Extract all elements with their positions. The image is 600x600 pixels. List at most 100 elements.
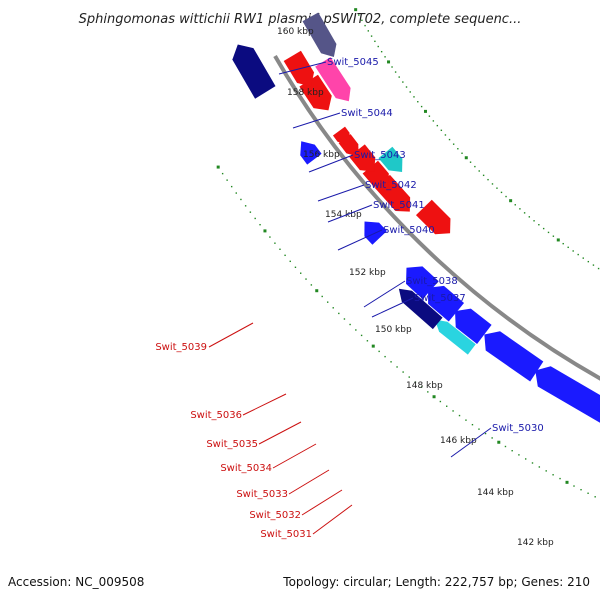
gene-forward[interactable] — [434, 319, 476, 355]
gene-reverse[interactable] — [415, 199, 451, 235]
gene-label-forward[interactable]: Swit_5038 — [406, 276, 458, 287]
label-leader-lines — [208, 61, 492, 535]
leader-line — [327, 204, 373, 223]
scale-tick — [572, 250, 574, 252]
gene-forward[interactable] — [484, 331, 544, 382]
scale-tick — [240, 198, 242, 201]
gene-label-forward[interactable]: Swit_5043 — [354, 150, 406, 161]
gene-label-reverse[interactable]: Swit_5035 — [206, 439, 258, 450]
scale-tick — [300, 272, 302, 274]
scale-tick — [500, 191, 503, 194]
leader-line — [371, 297, 414, 318]
scale-tick — [471, 423, 474, 426]
scale-tick — [444, 134, 447, 136]
scale-tick — [394, 71, 397, 73]
scale-tick — [562, 242, 564, 245]
scale-tick — [216, 165, 220, 169]
scale-tick — [361, 19, 363, 22]
scale-tick — [587, 492, 589, 494]
scale-tick — [384, 56, 386, 58]
backbone-line — [273, 54, 600, 381]
gene-label-reverse[interactable]: Swit_5031 — [260, 529, 312, 540]
scale-tick — [423, 109, 427, 113]
scale-tick — [458, 414, 461, 417]
gene-label-forward[interactable]: Swit_5040 — [383, 225, 435, 236]
scale-tick — [315, 289, 319, 293]
scale-tick — [355, 329, 357, 331]
scale-tick — [582, 257, 584, 259]
scale-tick — [289, 260, 291, 263]
gene-label-forward[interactable]: Swit_5041 — [373, 200, 425, 211]
gene-label-forward[interactable]: Swit_5042 — [365, 180, 417, 191]
scale-tick — [514, 204, 516, 206]
accession-text: Accession: NC_009508 — [8, 575, 144, 589]
leader-line — [292, 112, 341, 129]
scale-tick — [594, 496, 596, 498]
scale-tick — [531, 462, 534, 464]
gene-label-forward[interactable]: Swit_5045 — [327, 57, 379, 68]
scale-tick — [533, 220, 535, 222]
scale-tick — [398, 76, 400, 78]
gene-reverse[interactable] — [378, 146, 403, 172]
scale-tick — [358, 14, 360, 16]
kbp-label: 142 kbp — [517, 538, 554, 548]
scale-tick — [439, 400, 442, 403]
scale-tick — [523, 212, 526, 214]
scale-tick — [440, 129, 443, 132]
gene-label-forward[interactable]: Swit_5037 — [414, 293, 466, 304]
gene-forward[interactable] — [398, 288, 443, 330]
scale-tick — [547, 231, 550, 234]
gene-label-reverse[interactable]: Swit_5032 — [249, 510, 301, 521]
backbone-arc — [273, 54, 600, 381]
scale-tick — [259, 223, 261, 226]
gene-label-reverse[interactable]: Swit_5033 — [236, 489, 288, 500]
gene-forward[interactable] — [428, 285, 465, 322]
scale-tick — [360, 334, 363, 337]
gene-forward[interactable] — [535, 366, 600, 424]
gene-reverse[interactable] — [302, 12, 337, 57]
leader-line — [288, 469, 330, 495]
kbp-label: 148 kbp — [406, 381, 443, 391]
scale-tick — [427, 391, 429, 393]
gene-label-reverse[interactable]: Swit_5034 — [220, 463, 272, 474]
scale-tick — [461, 152, 463, 154]
genome-summary-text: Topology: circular; Length: 222,757 bp; … — [282, 575, 590, 589]
kbp-label: 154 kbp — [325, 210, 362, 220]
scale-tick — [384, 355, 386, 358]
scale-tick — [391, 66, 393, 68]
scale-tick — [559, 477, 561, 480]
scale-tick — [504, 445, 507, 448]
gene-reverse[interactable] — [315, 57, 351, 102]
scale-tick — [343, 318, 346, 320]
scale-tick — [484, 432, 487, 435]
gene-forward[interactable] — [455, 308, 492, 345]
gene-reverse[interactable] — [332, 126, 350, 146]
gene-label-forward[interactable]: Swit_5030 — [492, 423, 544, 434]
scale-tick — [364, 24, 366, 27]
scale-tick — [478, 428, 480, 430]
scale-tick — [482, 174, 485, 177]
scale-tick — [409, 91, 411, 93]
scale-tick — [366, 340, 369, 342]
scale-tick — [528, 216, 531, 218]
leader-line — [301, 489, 343, 516]
scale-tick — [396, 366, 398, 368]
scale-tick — [370, 35, 373, 37]
gene-label-reverse[interactable]: Swit_5036 — [190, 410, 242, 421]
gene-reverse[interactable] — [362, 160, 389, 188]
gene-reverse[interactable] — [349, 144, 376, 172]
gene-label-reverse[interactable]: Swit_5039 — [155, 342, 207, 353]
scale-tick — [414, 381, 417, 383]
gene-forward[interactable] — [232, 44, 276, 99]
gene-forward[interactable] — [406, 266, 439, 300]
scale-tick — [244, 205, 247, 207]
scale-tick — [497, 440, 501, 444]
scale-tick — [413, 96, 415, 98]
gene-forward[interactable] — [300, 141, 322, 165]
scale-tick — [474, 165, 476, 168]
scale-tick — [524, 458, 527, 460]
leader-line — [272, 443, 317, 469]
gene-label-forward[interactable]: Swit_5044 — [341, 108, 393, 119]
scale-tick — [567, 246, 569, 249]
